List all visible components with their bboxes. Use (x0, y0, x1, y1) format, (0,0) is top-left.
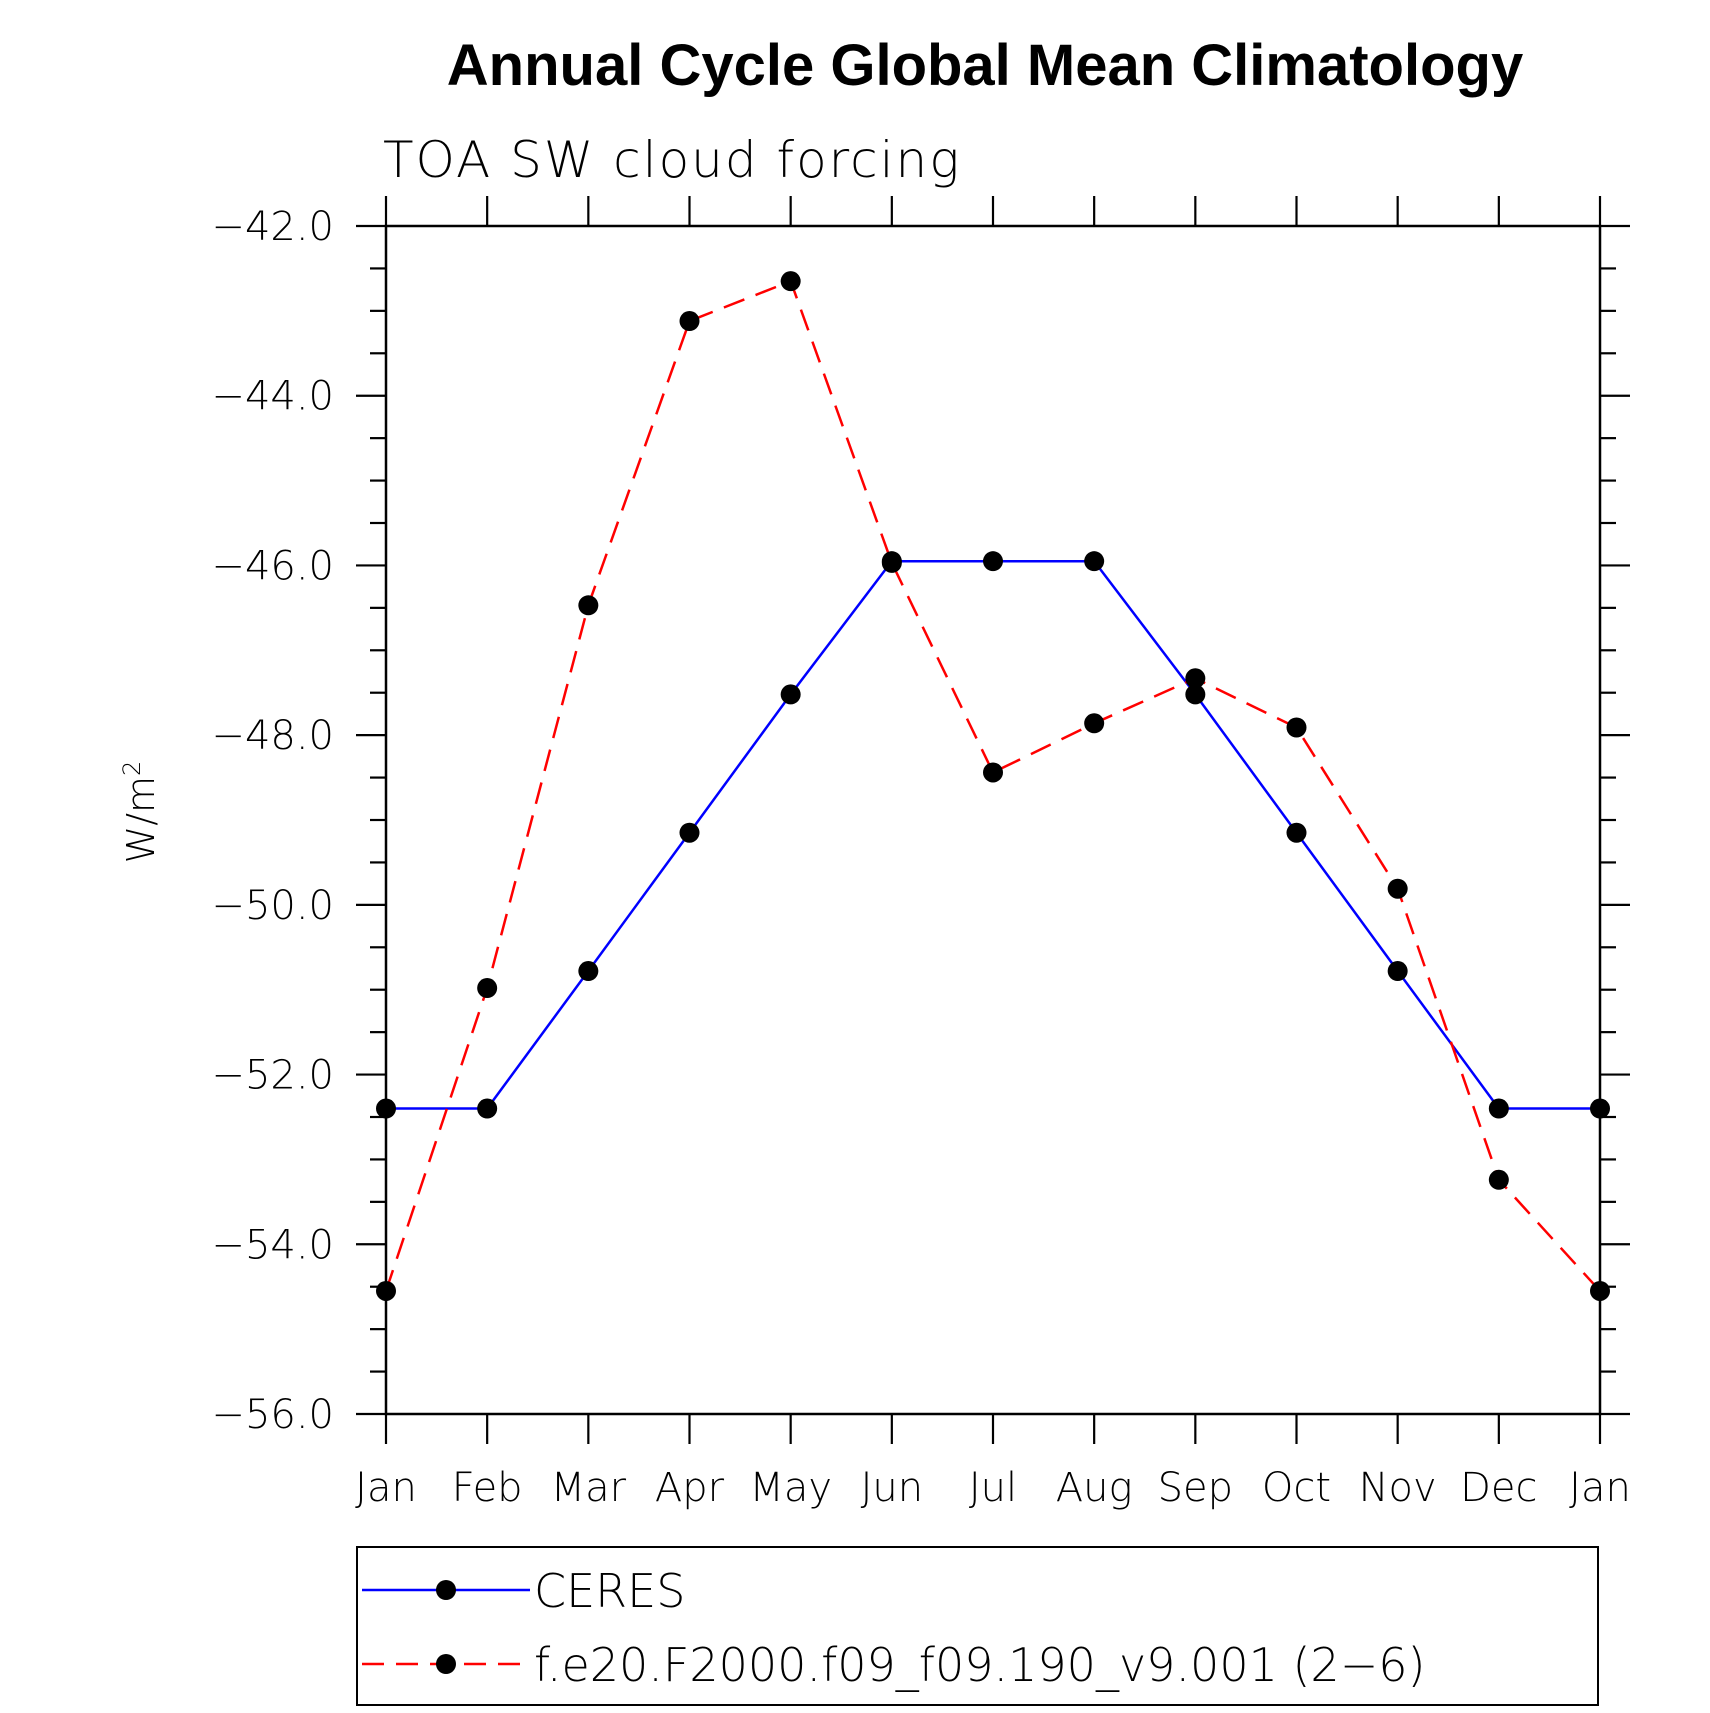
legend-marker-ceres (436, 1580, 456, 1600)
data-point-series-0 (1590, 1098, 1610, 1119)
data-point-series-0 (1185, 684, 1206, 705)
x-tick-label: Jun (861, 1465, 924, 1511)
x-tick-label: Jan (355, 1465, 417, 1511)
data-point-series-0 (1286, 822, 1307, 843)
legend-label-model: f.e20.F2000.f09_f09.190_v9.001 (2−6) (534, 1638, 1425, 1692)
x-tick-label: Jul (969, 1465, 1017, 1511)
series-layer (376, 271, 1610, 1301)
legend-label-ceres: CERES (534, 1564, 685, 1618)
series-line-0 (386, 559, 1600, 1110)
y-tick-label: −44.0 (211, 374, 334, 420)
data-point-series-1 (578, 595, 599, 616)
legend-marker-model (436, 1654, 456, 1674)
y-tick-label: −48.0 (211, 713, 334, 759)
data-point-series-1 (881, 552, 902, 573)
data-point-series-0 (780, 684, 801, 705)
data-point-series-1 (1590, 1280, 1610, 1301)
data-point-series-1 (1185, 668, 1206, 689)
data-point-series-0 (578, 961, 599, 982)
y-tick-label: −52.0 (211, 1053, 334, 1099)
y-tick-label: −54.0 (211, 1222, 334, 1268)
data-point-series-0 (679, 822, 700, 843)
data-point-series-0 (1488, 1098, 1509, 1119)
data-point-series-1 (1084, 713, 1105, 734)
y-axis-label-superscript: 2 (118, 761, 146, 776)
data-point-series-1 (477, 978, 498, 999)
data-point-series-0 (376, 1098, 396, 1119)
legend-box (356, 1546, 1599, 1706)
x-tick-label: Apr (655, 1465, 725, 1511)
x-tick-label: Aug (1056, 1465, 1133, 1511)
data-point-series-1 (376, 1280, 396, 1301)
axes: −42.0 −44.0 −46.0 −48.0 −50.0 −52.0 −54.0 −56.0… (211, 196, 1631, 1511)
legend: CERES f.e20.F2000.f09_f09.190_v9.001 (2−… (356, 1546, 1599, 1706)
x-tick-label: Jan (1569, 1465, 1631, 1511)
svg-text:W/m2: W/m2 (118, 761, 163, 864)
data-point-series-1 (780, 271, 801, 292)
data-point-series-1 (1286, 717, 1307, 738)
x-tick-label: Dec (1460, 1465, 1537, 1511)
data-point-series-1 (1387, 878, 1408, 899)
x-tick-label: Nov (1359, 1465, 1437, 1511)
data-point-series-0 (983, 551, 1003, 572)
chart-subtitle: TOA SW cloud forcing (383, 131, 961, 189)
x-tick-label: Feb (452, 1465, 523, 1511)
data-point-series-1 (679, 311, 700, 332)
y-tick-label: −50.0 (211, 883, 334, 929)
data-point-series-1 (983, 762, 1003, 783)
x-tick-label: Oct (1262, 1465, 1331, 1511)
data-point-series-0 (1084, 551, 1105, 572)
series-line-1 (384, 279, 1601, 1292)
plot-frame (384, 224, 1602, 1416)
x-tick-label: May (749, 1465, 832, 1511)
chart-title: Annual Cycle Global Mean Climatology (447, 33, 1523, 98)
y-tick-label: −56.0 (211, 1392, 334, 1438)
data-point-series-1 (1488, 1169, 1509, 1190)
x-tick-label: Mar (551, 1465, 627, 1511)
y-axis-label-text: W/m (119, 776, 163, 863)
y-axis-label: W/m2 (118, 761, 163, 864)
y-tick-label: −42.0 (211, 204, 334, 250)
data-point-series-0 (477, 1098, 498, 1119)
y-tick-label: −46.0 (211, 543, 334, 589)
data-point-series-0 (1387, 961, 1408, 982)
x-tick-label: Sep (1158, 1465, 1233, 1511)
